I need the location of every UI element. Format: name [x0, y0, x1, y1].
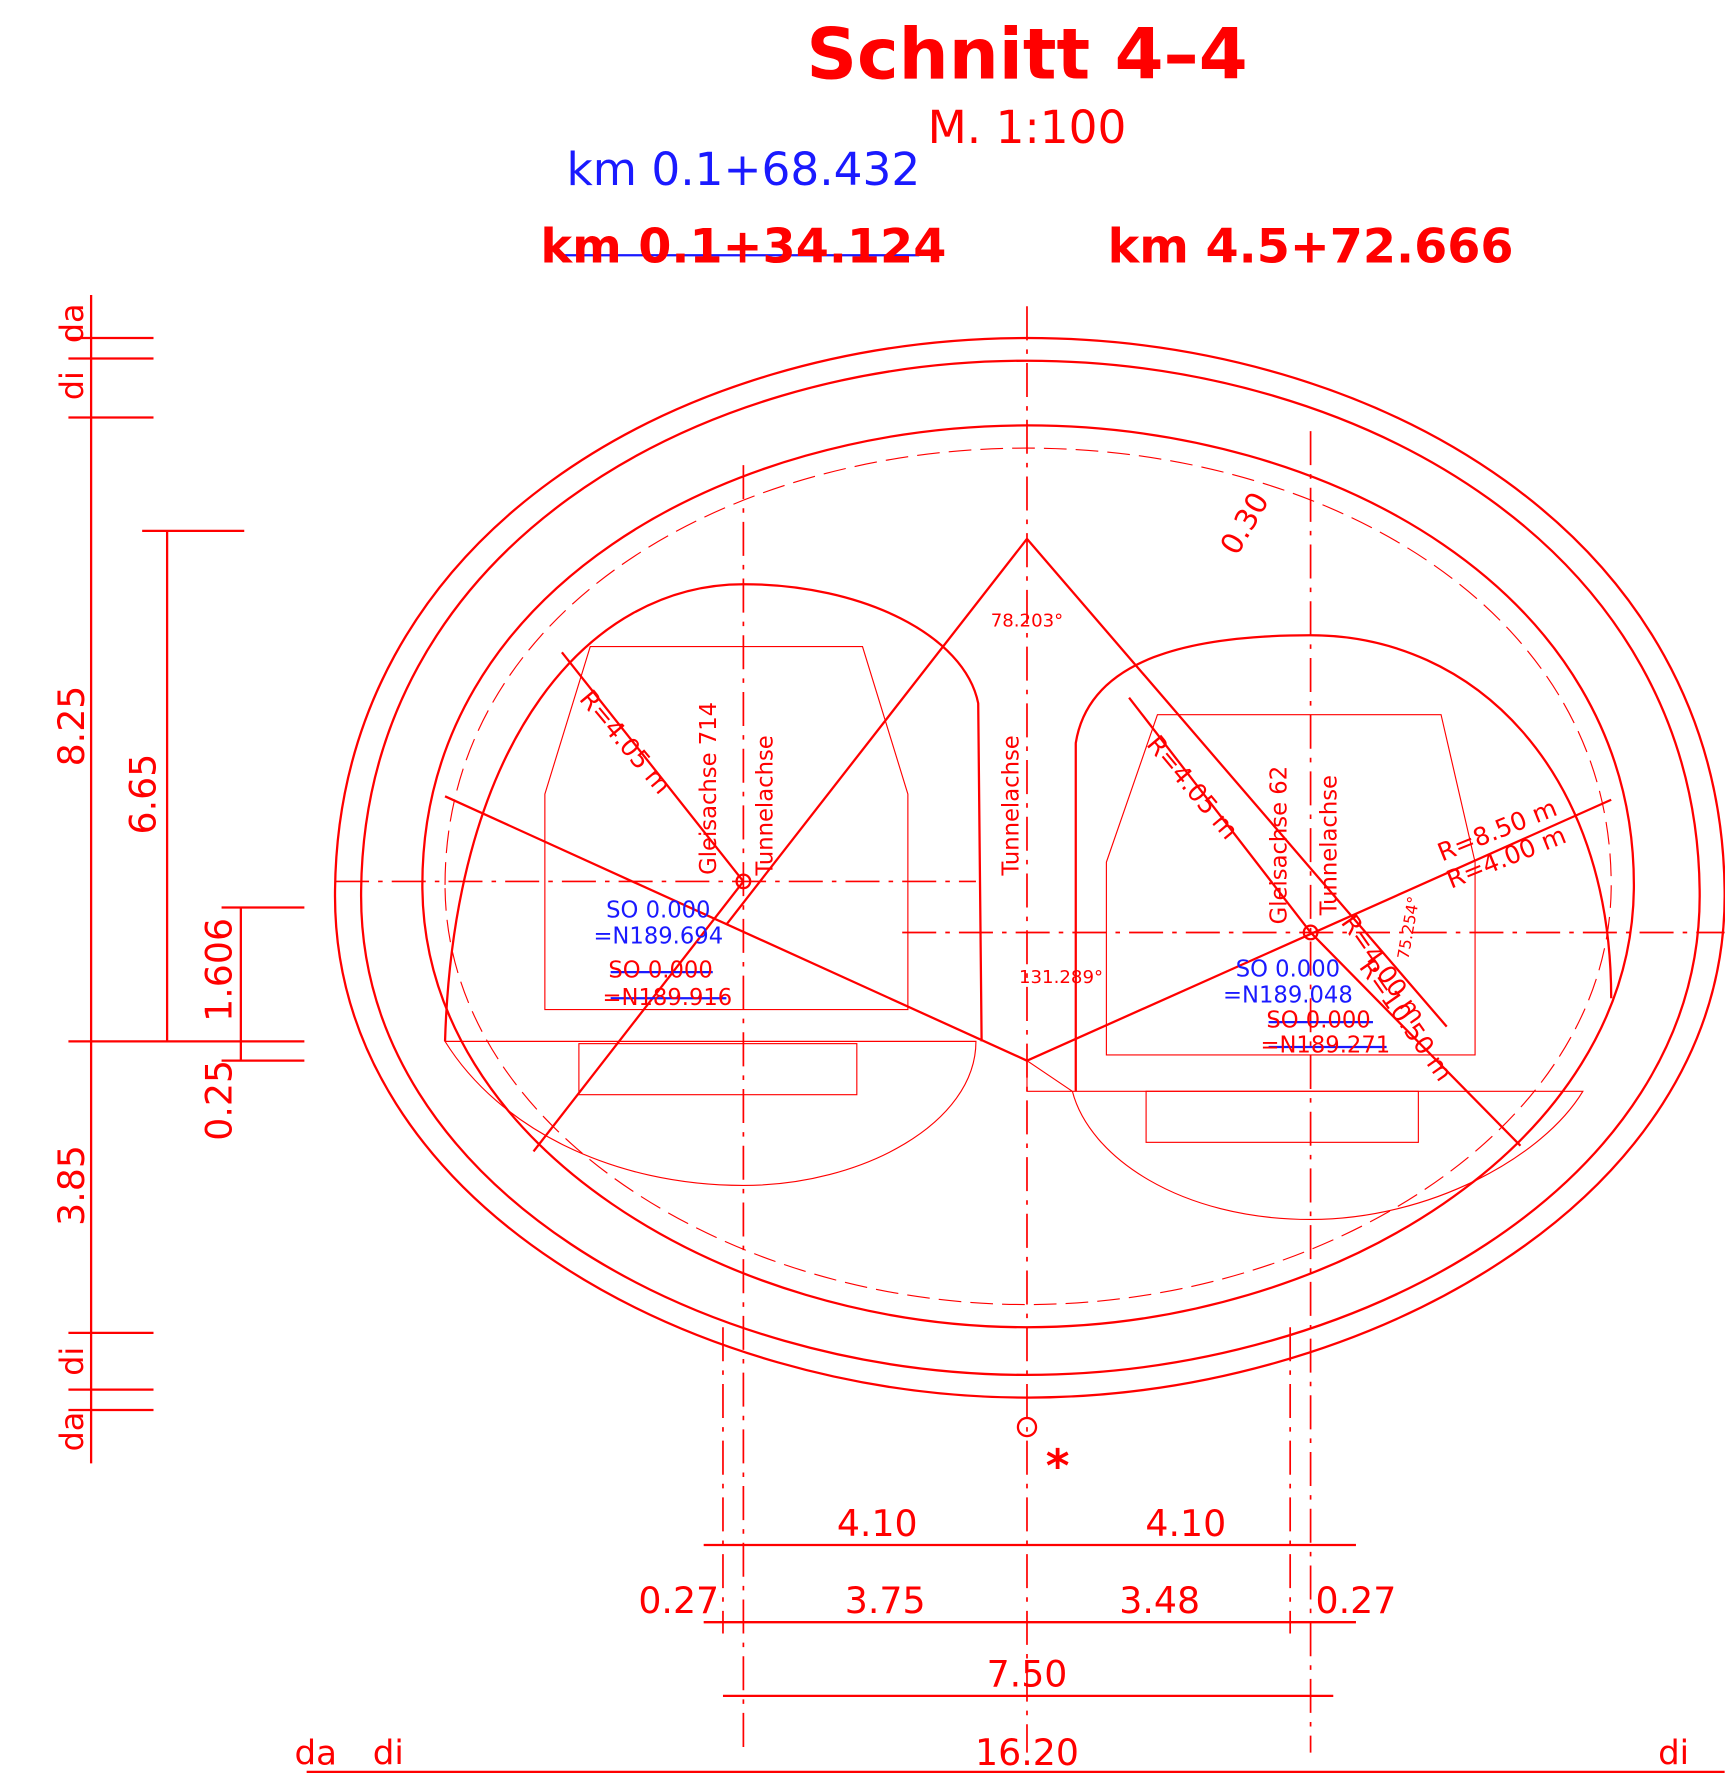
- header-station-struck: km 0.1+34.124: [540, 220, 946, 275]
- header-title: Schnitt 4–4: [806, 14, 1247, 96]
- header-scale: M. 1:100: [928, 101, 1127, 154]
- annotations-thickness: 0.30: [1213, 486, 1275, 560]
- annotations-angle-right: 75.254°: [1393, 895, 1423, 961]
- tunnel-structure-part: [445, 1041, 976, 1185]
- elevations-left-n-old: =N189.916: [603, 985, 733, 1011]
- bottom-dimensions-9: 16.20: [975, 1731, 1079, 1774]
- left-dimensions-7: di: [55, 1347, 91, 1376]
- annotations-track-right: Gleisachse 62: [1266, 766, 1292, 924]
- left-dimensions-8: da: [55, 1412, 91, 1452]
- left-dimensions-4: 1.606: [198, 918, 241, 1022]
- bottom-dimensions-7: da: [295, 1733, 337, 1773]
- elevations-right-so-old: SO 0.000: [1266, 1007, 1370, 1033]
- elevations-right-n-old: =N189.271: [1260, 1032, 1390, 1058]
- annotations-marker: *: [1046, 1440, 1070, 1493]
- annotations-angle-center: 131.289°: [1019, 967, 1103, 988]
- tunnel-structure-part: [445, 796, 1027, 1060]
- annotations-tunnel-axis-center: Tunnelachse: [999, 735, 1025, 876]
- bottom-dimensions-10: di: [1658, 1733, 1689, 1773]
- elevations-left-n: =N189.694: [593, 924, 723, 950]
- tunnel-structure-part: [1146, 1091, 1418, 1142]
- bottom-dimensions-4: 3.48: [1119, 1579, 1200, 1622]
- tunnel-structure-part: [579, 1044, 857, 1095]
- labels: Schnitt 4–4 M. 1:100 km 0.1+68.432 km 0.…: [50, 14, 1689, 1774]
- annotations-tunnel-axis-right: Tunnelachse: [1316, 775, 1342, 916]
- header-station-red: km 4.5+72.666: [1108, 220, 1514, 275]
- bottom-dimensions-1: 4.10: [1145, 1502, 1226, 1545]
- annotations-tunnel-axis-left: Tunnelachse: [753, 735, 779, 876]
- left-dimensions-5: 0.25: [198, 1060, 241, 1141]
- left-dimensions-1: di: [55, 371, 91, 400]
- annotations-angle-top: 78.203°: [991, 611, 1064, 632]
- bottom-dimensions-2: 0.27: [638, 1579, 719, 1622]
- elevations-left-so: SO 0.000: [606, 897, 710, 923]
- annotations-radius-right: R=4.05 m: [1141, 730, 1244, 845]
- annotations-radius-left: R=4.05 m: [574, 684, 677, 799]
- bottom-dimensions-8: di: [373, 1733, 404, 1773]
- tunnel-structure-part: [1027, 1061, 1583, 1220]
- bottom-dimensions-5: 0.27: [1316, 1579, 1397, 1622]
- left-dimensions-2: 8.25: [50, 686, 93, 767]
- elevations-left-so-old: SO 0.000: [608, 958, 712, 984]
- elevations-right-n: =N189.048: [1223, 982, 1353, 1008]
- section-drawing: Schnitt 4–4 M. 1:100 km 0.1+68.432 km 0.…: [0, 0, 1725, 1781]
- left-dimensions-6: 3.85: [50, 1145, 93, 1226]
- bottom-dimensions-3: 3.75: [845, 1579, 926, 1622]
- tunnel-structure: [335, 306, 1725, 1752]
- header-station-blue: km 0.1+68.432: [567, 143, 921, 196]
- elevations-right-so: SO 0.000: [1236, 956, 1340, 982]
- annotations-track-left: Gleisachse 714: [696, 702, 722, 875]
- left-dimensions-3: 6.65: [122, 754, 165, 835]
- left-dimensions-0: da: [55, 303, 91, 343]
- bottom-dimensions-6: 7.50: [987, 1653, 1068, 1696]
- bottom-dimensions-0: 4.10: [837, 1502, 918, 1545]
